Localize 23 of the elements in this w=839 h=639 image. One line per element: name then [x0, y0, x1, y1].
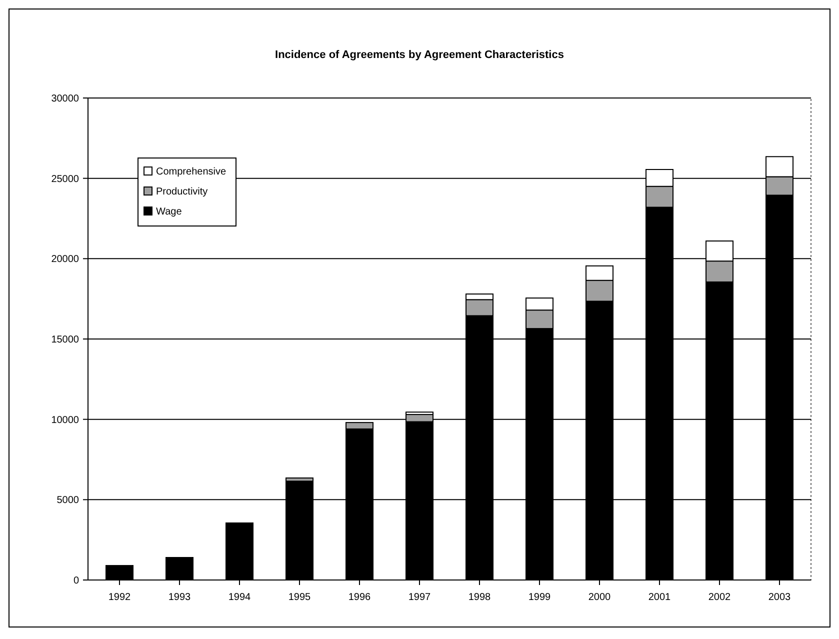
legend-label: Comprehensive	[156, 166, 226, 178]
chart-title: Incidence of Agreements by Agreement Characteristics	[275, 49, 564, 61]
x-tick-label: 2003	[768, 592, 792, 603]
y-tick-label: 20000	[51, 254, 80, 266]
x-tick-label: 1999	[528, 592, 552, 603]
x-tick-label: 1995	[288, 592, 312, 603]
x-tick-label: 1993	[168, 592, 192, 603]
legend-label: Productivity	[156, 186, 208, 198]
x-tick-label: 1994	[228, 592, 252, 603]
x-tick-label: 2001	[648, 592, 672, 603]
x-tick-label: 2002	[708, 592, 732, 603]
y-tick-label: 30000	[51, 94, 80, 104]
y-tick-label: 10000	[51, 414, 80, 426]
y-tick-label: 15000	[51, 334, 80, 346]
y-tick-label: 0	[73, 576, 80, 586]
y-tick-label: 25000	[51, 174, 80, 185]
x-tick-label: 1997	[408, 592, 432, 603]
y-tick-label: 5000	[56, 495, 80, 506]
x-tick-label: 1996	[348, 592, 372, 603]
x-tick-label: 1998	[468, 592, 492, 603]
legend-label: Wage	[156, 206, 182, 218]
x-tick-label: 2000	[588, 592, 612, 603]
x-tick-label: 1992	[108, 592, 132, 603]
